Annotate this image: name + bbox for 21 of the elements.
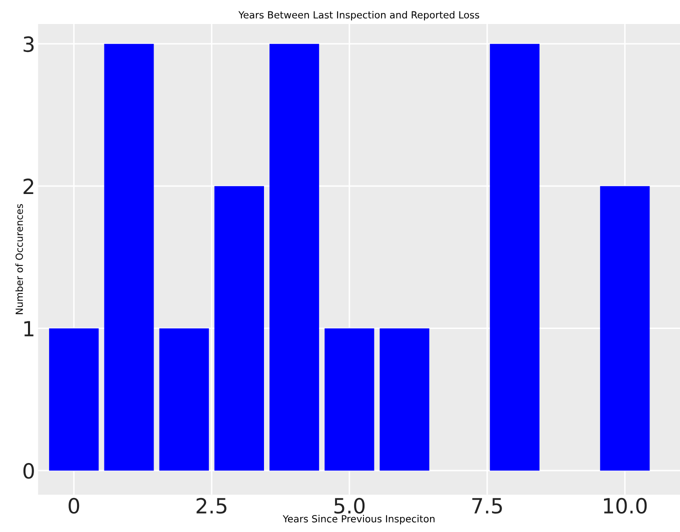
y-tick-label: 3 [24, 36, 34, 52]
bar [270, 44, 320, 471]
bar [490, 44, 540, 471]
chart-title: Years Between Last Inspection and Reported Loss [238, 10, 480, 20]
x-tick-label: 7.5 [472, 498, 502, 514]
bar [380, 328, 430, 471]
bar [159, 328, 209, 471]
x-tick-label: 2.5 [196, 498, 226, 514]
bar [104, 44, 154, 471]
x-axis-title: Years Since Previous Inspeciton [282, 514, 435, 524]
x-tick-label: 0 [68, 498, 80, 514]
y-axis-title: Number of Occurences [15, 204, 23, 314]
y-tick-label: 0 [23, 463, 34, 479]
y-tick-label: 2 [24, 178, 34, 194]
bar [49, 328, 99, 471]
bar [600, 186, 650, 471]
x-tick-label: 5.0 [334, 498, 365, 514]
bar [324, 328, 374, 471]
x-tick-label: 10.0 [604, 498, 647, 514]
y-tick-label: 1 [24, 321, 34, 336]
bar [214, 186, 264, 471]
